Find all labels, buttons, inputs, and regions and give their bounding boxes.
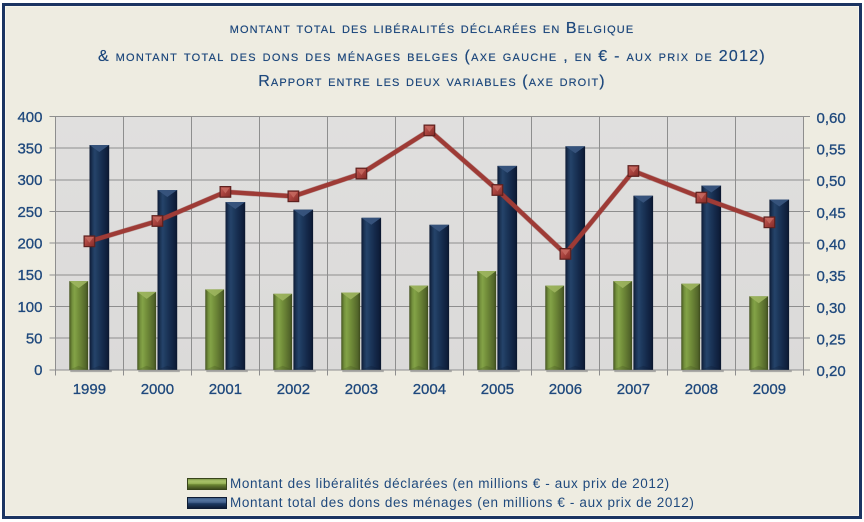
- svg-text:2006: 2006: [549, 381, 582, 398]
- svg-text:400: 400: [17, 109, 42, 126]
- svg-text:0,40: 0,40: [817, 237, 846, 254]
- svg-text:100: 100: [17, 299, 42, 316]
- svg-text:2002: 2002: [277, 381, 310, 398]
- svg-text:0,50: 0,50: [817, 173, 846, 190]
- svg-text:0,20: 0,20: [817, 363, 846, 380]
- svg-text:0,45: 0,45: [817, 205, 846, 222]
- svg-text:0,55: 0,55: [817, 142, 846, 159]
- svg-text:2007: 2007: [617, 381, 650, 398]
- svg-text:150: 150: [17, 267, 42, 284]
- svg-text:2001: 2001: [209, 381, 242, 398]
- svg-text:50: 50: [26, 331, 43, 348]
- svg-text:0,60: 0,60: [817, 110, 846, 127]
- svg-text:250: 250: [17, 204, 42, 221]
- svg-text:2008: 2008: [685, 381, 718, 398]
- svg-text:2009: 2009: [753, 381, 786, 398]
- svg-text:0: 0: [34, 362, 42, 379]
- svg-text:1999: 1999: [73, 381, 106, 398]
- svg-text:350: 350: [17, 141, 42, 158]
- svg-text:2000: 2000: [141, 381, 174, 398]
- svg-text:2004: 2004: [413, 381, 446, 398]
- svg-text:200: 200: [17, 236, 42, 253]
- svg-text:0,25: 0,25: [817, 332, 846, 349]
- svg-text:2005: 2005: [481, 381, 514, 398]
- svg-text:300: 300: [17, 172, 42, 189]
- svg-text:2003: 2003: [345, 381, 378, 398]
- svg-text:0,30: 0,30: [817, 300, 846, 317]
- svg-text:0,35: 0,35: [817, 268, 846, 285]
